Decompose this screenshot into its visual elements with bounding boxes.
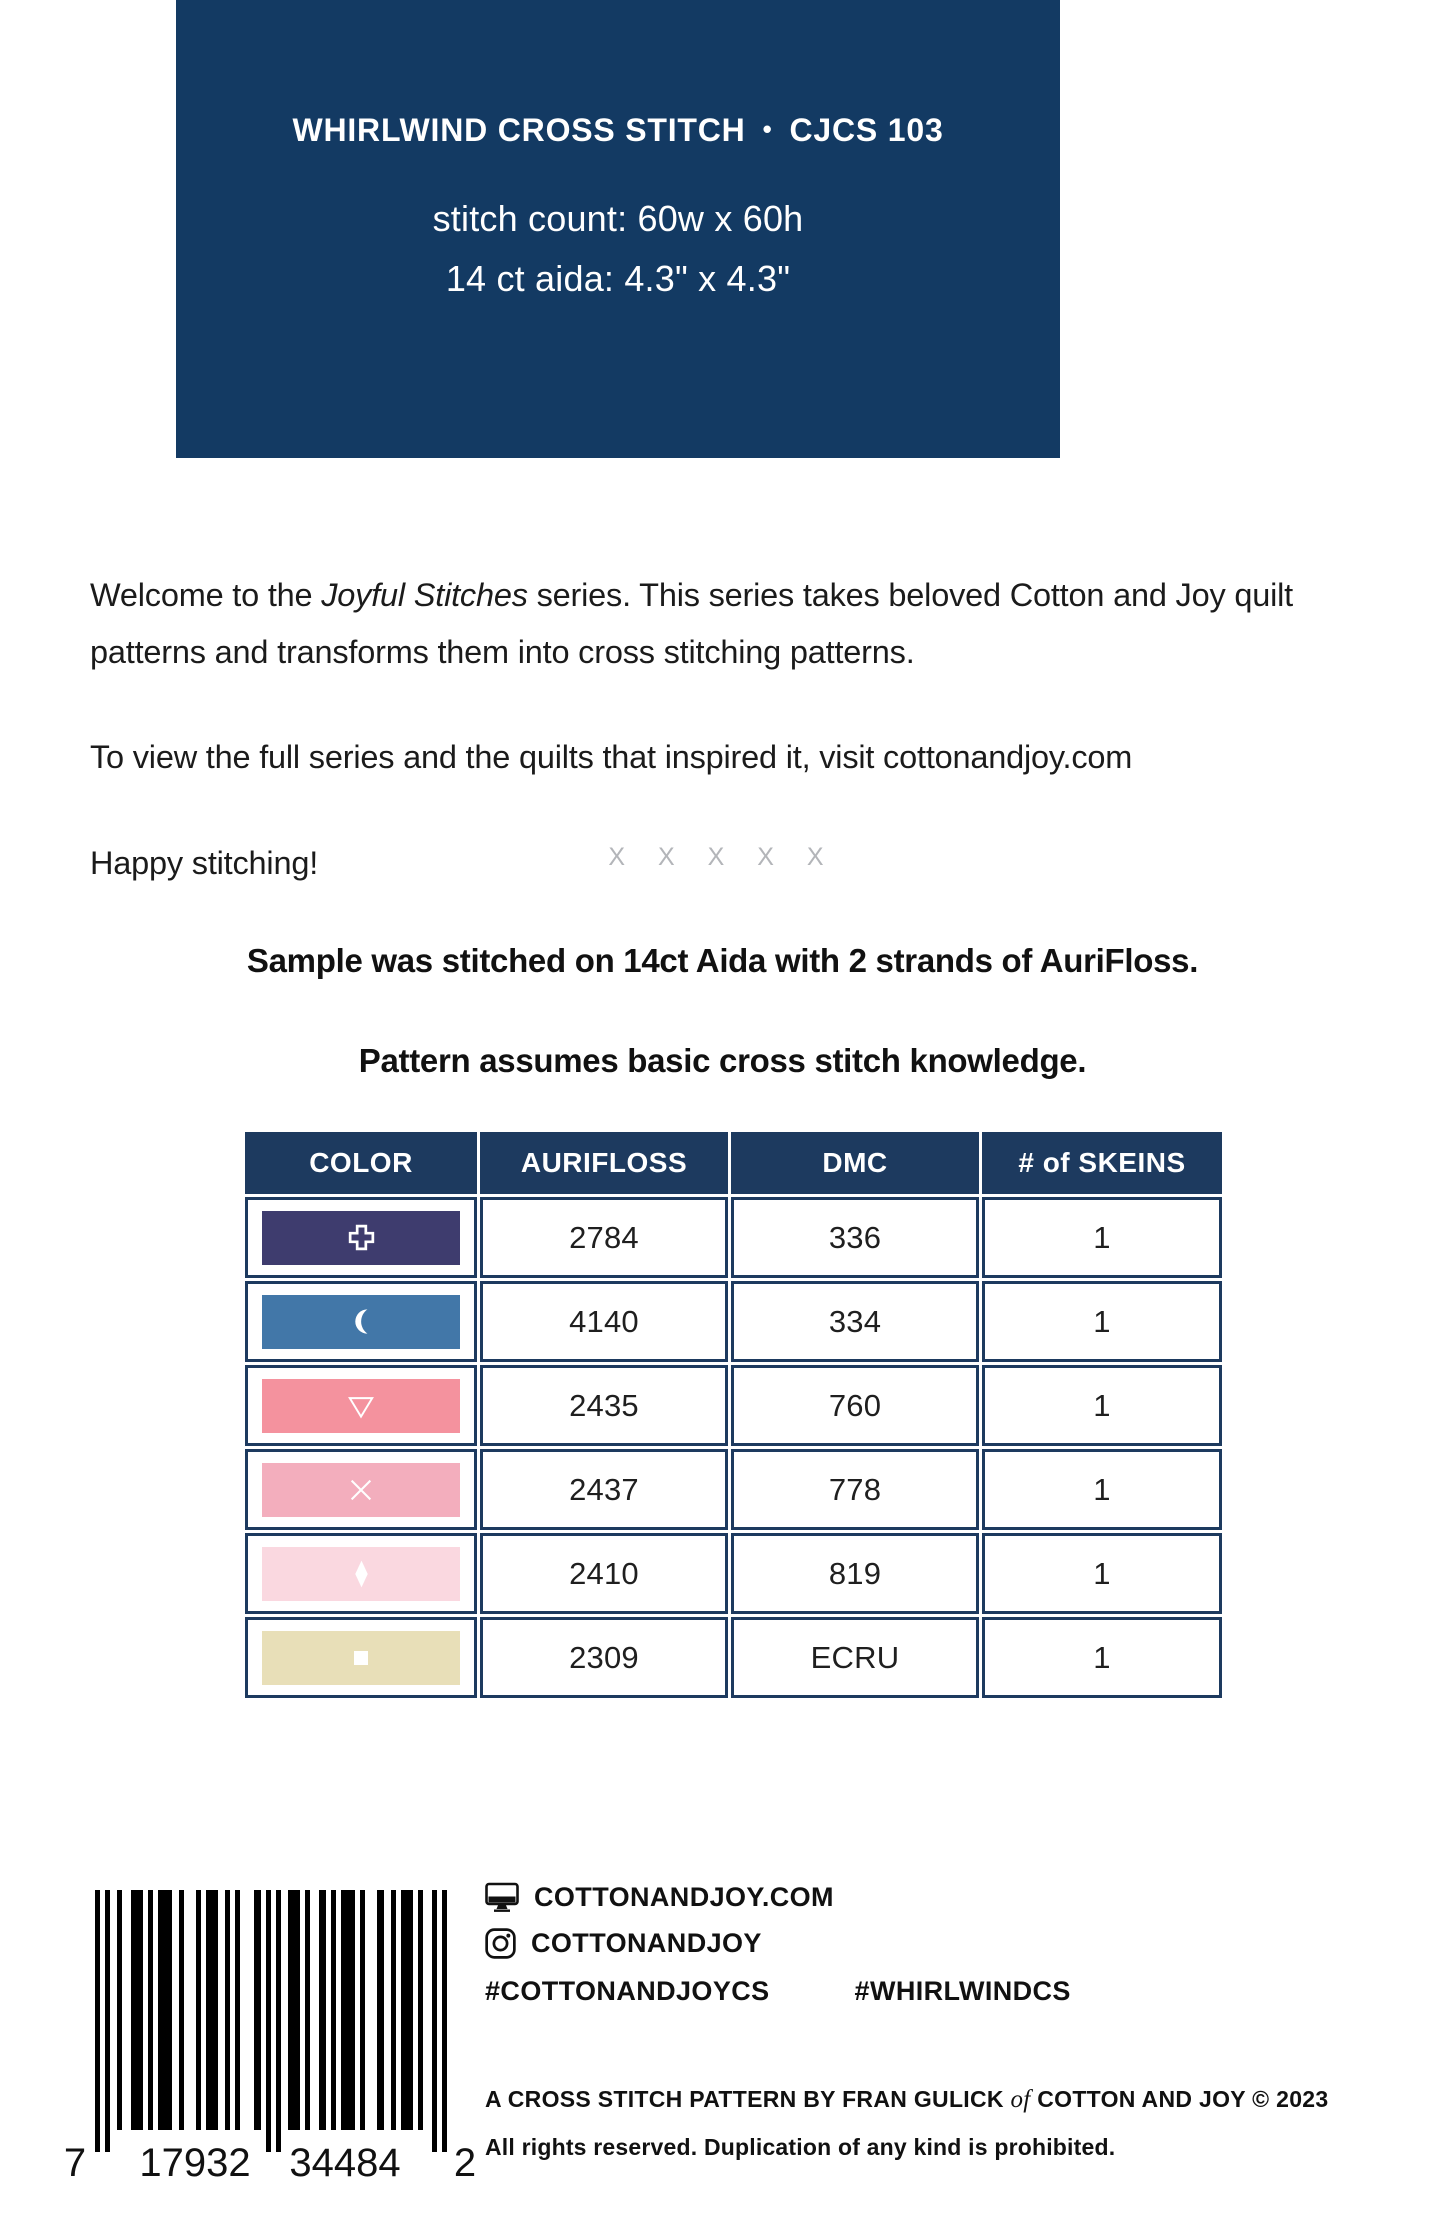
skeins-cell: 1 [982,1533,1222,1614]
hero-banner: WHIRLWIND CROSS STITCH • CJCS 103 stitch… [176,0,1060,458]
barcode-digits-left: 17932 [139,2141,250,2180]
stitch-symbol-icon [348,1477,374,1503]
pattern-title-row: WHIRLWIND CROSS STITCH • CJCS 103 [176,112,1060,149]
happy-stitching: Happy stitching! [90,844,319,881]
color-swatch [262,1378,460,1433]
dmc-cell: 760 [731,1365,979,1446]
aurifloss-cell: 2435 [480,1365,728,1446]
barcode-digit: 7 [65,2141,86,2180]
floss-table-row: 2435 760 1 [245,1365,1222,1446]
color-cell [245,1617,477,1698]
skeins-cell: 1 [982,1617,1222,1698]
intro-text: patterns and transforms them into cross … [90,633,915,670]
aurifloss-cell: 2437 [480,1449,728,1530]
stitch-symbol-icon [348,1308,375,1335]
color-swatch [262,1294,460,1349]
skeins-cell: 1 [982,1281,1222,1362]
intro-text: series. This series takes beloved Cotton… [527,576,1294,613]
col-header-color: COLOR [245,1132,477,1194]
floss-table-header: COLOR AURIFLOSS DMC # of SKEINS [245,1132,1222,1194]
dmc-cell: 334 [731,1281,979,1362]
hashtag-whirlwindcs: #WHIRLWINDCS [854,1976,1071,2006]
skeins-cell: 1 [982,1365,1222,1446]
pattern-title: WHIRLWIND CROSS STITCH [292,112,746,148]
credit-text: COTTON AND JOY © 2023 [1030,2086,1329,2112]
stitch-symbol-icon [348,1224,375,1251]
col-header-dmc: DMC [731,1132,979,1194]
credit-line: A CROSS STITCH PATTERN BY FRAN GULICK of… [485,2086,1328,2114]
instagram-icon [485,1928,516,1959]
color-cell [245,1281,477,1362]
series-name: Joyful Stitches [321,576,528,613]
x-divider: X X X X X [608,843,837,871]
stitch-symbol-icon [353,1559,370,1589]
color-cell [245,1197,477,1278]
instagram-row: COTTONANDJOY [485,1928,762,1959]
credit-text: A CROSS STITCH PATTERN BY FRAN GULICK [485,2086,1011,2112]
aurifloss-cell: 2309 [480,1617,728,1698]
color-swatch [262,1630,460,1685]
dmc-cell: 778 [731,1449,979,1530]
website-text: COTTONANDJOY.COM [534,1882,834,1912]
floss-table-row: 2784 336 1 [245,1197,1222,1278]
hashtag-cottonandjoycs: #COTTONANDJOYCS [485,1976,770,2006]
barcode-digits-right: 34484 [289,2141,400,2180]
floss-table-row: 4140 334 1 [245,1281,1222,1362]
skeins-cell: 1 [982,1197,1222,1278]
aurifloss-cell: 2410 [480,1533,728,1614]
col-header-aurifloss: AURIFLOSS [480,1132,728,1194]
sample-note: Sample was stitched on 14ct Aida with 2 … [246,942,1199,979]
floss-table-row: 2410 819 1 [245,1533,1222,1614]
stitch-symbol-icon [354,1650,368,1665]
intro-paragraph: Welcome to the Joyful Stitches series. T… [90,567,1420,681]
color-swatch [262,1546,460,1601]
floss-table-body: 2784 336 1 4140 334 1 2435 760 1 [245,1197,1222,1698]
upc-barcode: 7 17932 34484 2 [65,1890,476,2180]
bullet-separator: • [762,114,773,144]
pattern-code: CJCS 103 [789,112,944,148]
knowledge-note: Pattern assumes basic cross stitch knowl… [358,1042,1087,1079]
color-cell [245,1365,477,1446]
aurifloss-cell: 4140 [480,1281,728,1362]
col-header-skeins: # of SKEINS [982,1132,1222,1194]
rights-line: All rights reserved. Duplication of any … [485,2134,1116,2160]
dmc-cell: 336 [731,1197,979,1278]
color-swatch [262,1462,460,1517]
stitch-count: stitch count: 60w x 60h [432,198,804,239]
monitor-icon [485,1882,519,1913]
stitch-symbol-icon [345,1392,377,1420]
floss-table: COLOR AURIFLOSS DMC # of SKEINS 2784 336… [245,1132,1222,1698]
floss-table-row: 2437 778 1 [245,1449,1222,1530]
instagram-handle: COTTONANDJOY [531,1928,762,1958]
color-cell [245,1533,477,1614]
color-swatch [262,1210,460,1265]
dmc-cell: ECRU [731,1617,979,1698]
intro-text: Welcome to the [90,576,322,613]
series-link-paragraph: To view the full series and the quilts t… [90,738,1133,775]
skeins-cell: 1 [982,1449,1222,1530]
aurifloss-cell: 2784 [480,1197,728,1278]
website-row: COTTONANDJOY.COM [485,1882,834,1913]
hashtags-row: #COTTONANDJOYCS #WHIRLWINDCS [485,1976,1071,2007]
floss-table-row: 2309 ECRU 1 [245,1617,1222,1698]
credit-of: of [1010,2086,1031,2113]
dmc-cell: 819 [731,1533,979,1614]
aida-size: 14 ct aida: 4.3" x 4.3" [445,258,791,299]
barcode-digit: 2 [454,2141,476,2180]
color-cell [245,1449,477,1530]
